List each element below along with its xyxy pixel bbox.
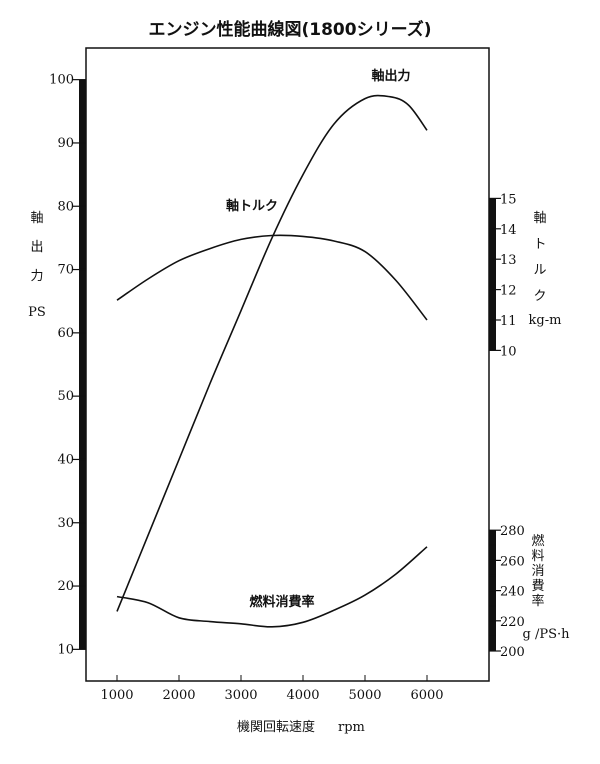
x-axis-unit: rpm bbox=[338, 720, 365, 735]
fuel-axis-label-char: 費 bbox=[531, 579, 544, 594]
power-tick-label: 80 bbox=[57, 199, 74, 214]
power-tick-label: 70 bbox=[57, 263, 74, 278]
fuel-axis-label-char: 消 bbox=[531, 564, 544, 579]
power-axis-bar bbox=[79, 79, 86, 650]
power-curve-label: 軸出力 bbox=[371, 68, 410, 84]
power-axis-label-char: 出 bbox=[30, 240, 43, 255]
torque-tick-label: 12 bbox=[500, 284, 517, 299]
power-tick-label: 90 bbox=[57, 136, 74, 151]
x-tick-label: 1000 bbox=[100, 688, 133, 703]
fuel-tick-label: 220 bbox=[500, 615, 525, 630]
chart-title: エンジン性能曲線図(1800シリーズ) bbox=[148, 19, 431, 40]
fuel-tick-label: 200 bbox=[500, 645, 525, 660]
torque-tick-label: 13 bbox=[500, 253, 517, 268]
torque-curve bbox=[116, 234, 428, 321]
x-axis-label: 機関回転速度 bbox=[237, 719, 315, 735]
x-tick-label: 4000 bbox=[286, 688, 319, 703]
power-tick-label: 40 bbox=[57, 452, 74, 467]
fuel-axis-label-char: 料 bbox=[531, 549, 544, 564]
fuel-tick-label: 260 bbox=[500, 554, 525, 569]
power-axis-label-char: 軸 bbox=[30, 211, 43, 226]
fuel-tick-label: 240 bbox=[500, 585, 525, 600]
torque-curve-label: 軸トルク bbox=[226, 198, 278, 214]
power-tick-label: 20 bbox=[57, 579, 74, 594]
torque-axis-label-char: ト bbox=[533, 237, 546, 252]
power-axis-label-char: 力 bbox=[30, 269, 43, 284]
fuel-tick-label: 280 bbox=[500, 524, 525, 539]
torque-axis-unit: kg-m bbox=[529, 313, 562, 328]
plot-frame bbox=[85, 47, 490, 682]
power-tick-label: 10 bbox=[57, 642, 74, 657]
torque-tick-label: 14 bbox=[500, 223, 517, 238]
fuel-axis-label-char: 率 bbox=[531, 593, 544, 609]
power-curve bbox=[116, 94, 428, 612]
fuel-consumption-curve bbox=[116, 546, 428, 628]
power-tick-label: 60 bbox=[57, 326, 74, 341]
torque-axis-label-char: 軸 bbox=[533, 211, 546, 226]
power-axis-unit: PS bbox=[28, 305, 46, 320]
torque-axis-label-char: ク bbox=[533, 289, 546, 304]
x-ticks: 1000 2000 3000 4000 5000 6000 bbox=[100, 675, 444, 703]
torque-tick-label: 11 bbox=[500, 314, 517, 329]
torque-axis-bar bbox=[489, 198, 496, 351]
series-lines bbox=[116, 94, 428, 628]
torque-tick-label: 10 bbox=[500, 344, 517, 359]
x-tick-label: 2000 bbox=[162, 688, 195, 703]
fuel-axis-unit: g /PS·h bbox=[523, 627, 571, 642]
torque-tick-label: 15 bbox=[500, 192, 517, 207]
power-axis: 10 20 30 40 50 60 70 80 90 100 軸出力 PS bbox=[28, 73, 86, 657]
fuel-axis: 200 220 240 260 280 燃料消費率 g /PS·h bbox=[489, 524, 570, 660]
torque-axis-label-char: ル bbox=[533, 263, 546, 278]
x-tick-label: 5000 bbox=[348, 688, 381, 703]
fuel-axis-label-char: 燃 bbox=[531, 533, 544, 549]
x-tick-label: 3000 bbox=[224, 688, 257, 703]
fuel-curve-label: 燃料消費率 bbox=[249, 594, 314, 610]
power-tick-label: 50 bbox=[57, 389, 74, 404]
torque-axis: 10 11 12 13 14 15 軸トルク kg-m bbox=[489, 192, 561, 359]
power-tick-label: 30 bbox=[57, 516, 74, 531]
power-tick-label: 100 bbox=[49, 73, 74, 88]
x-tick-label: 6000 bbox=[410, 688, 443, 703]
